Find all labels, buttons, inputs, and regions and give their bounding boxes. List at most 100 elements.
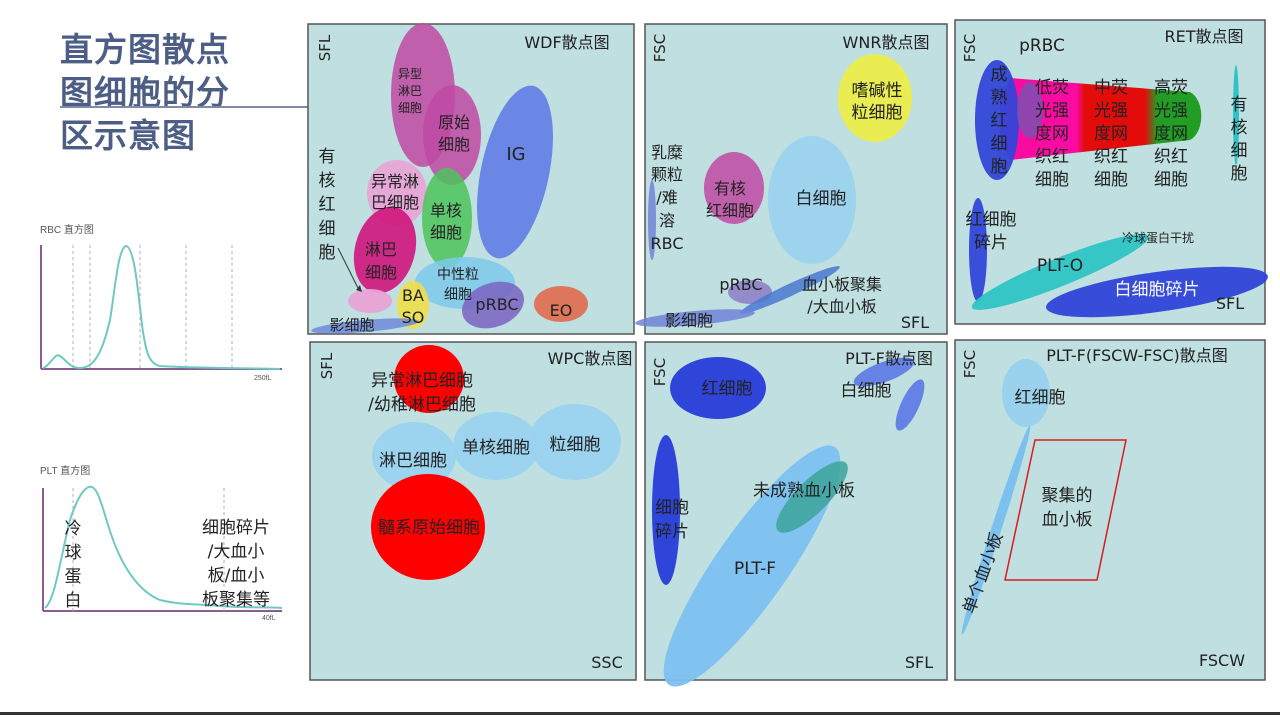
wdf-nrbc-shape: [348, 289, 392, 313]
wpc-lymph-shape: [372, 422, 456, 490]
pltf-shapes: [652, 357, 925, 687]
svg-text:淋巴: 淋巴: [365, 240, 397, 259]
svg-text:/难: /难: [656, 188, 677, 207]
slide-title: 直方图散点图细胞的分区示意图: [60, 30, 230, 155]
svg-text:/大血小: /大血小: [208, 542, 265, 562]
wdf-eo-shape: [534, 286, 588, 322]
svg-text:织红: 织红: [1154, 147, 1188, 167]
svg-text:胞: 胞: [1231, 164, 1248, 184]
svg-text:成: 成: [991, 65, 1008, 85]
svg-text:SO: SO: [402, 308, 425, 327]
wpc-label-lymph: 淋巴细胞: [379, 451, 447, 471]
svg-text:红: 红: [319, 195, 336, 215]
svg-text:织红: 织红: [1094, 147, 1128, 167]
wnr-y-axis: FSC: [651, 34, 669, 62]
wnr-wbc-shape: [768, 136, 856, 264]
svg-text:颗粒: 颗粒: [651, 165, 683, 184]
ret-retic-shape: [1000, 78, 1202, 160]
svg-text:细: 细: [1231, 141, 1248, 161]
svg-text:聚集的: 聚集的: [1042, 486, 1093, 506]
wpc-shapes: [371, 345, 621, 580]
svg-text:巴细胞: 巴细胞: [371, 193, 419, 212]
ret-wbc-frag-shape: [1046, 266, 1268, 318]
svg-text:度网: 度网: [1154, 124, 1188, 144]
pltf-label-wbc: 白细胞: [841, 381, 892, 401]
wdf-mono-shape: [422, 168, 472, 268]
wpc-label-mono: 单核细胞: [462, 438, 530, 458]
wdf-label-mono: 单核细胞: [430, 201, 462, 242]
wdf-label-abnormal-lymph: 异常淋巴细胞: [371, 172, 419, 212]
wdf-baso-shape: [397, 281, 429, 329]
wdf-y-axis: SFL: [316, 34, 334, 61]
wpc-title: WPC散点图: [548, 349, 633, 368]
bottom-rule: [0, 712, 1280, 715]
ret-label-plto: PLT-O: [1037, 256, 1083, 276]
wdf-prbc-shape: [462, 281, 524, 329]
rbc-histogram-curve: [42, 244, 281, 370]
svg-text:红细胞: 红细胞: [966, 210, 1017, 230]
fscw-rbc-shape: [1002, 359, 1050, 427]
svg-text:低荧: 低荧: [1035, 78, 1069, 98]
wpc-label-gran: 粒细胞: [550, 435, 601, 455]
svg-text:板聚集等: 板聚集等: [202, 590, 270, 610]
wnr-shapes: [635, 54, 912, 327]
wdf-shapes: [311, 23, 588, 334]
wnr-label-prbc: pRBC: [719, 275, 762, 294]
svg-text:蛋: 蛋: [65, 567, 82, 587]
pltf-label-debris: 细胞碎片: [655, 498, 689, 542]
svg-text:红: 红: [991, 111, 1008, 131]
svg-text:细胞: 细胞: [365, 263, 397, 282]
wpc-x-axis: SSC: [591, 653, 622, 672]
wdf-ghost-shape: [311, 318, 419, 334]
ret-prbc-shape: [1017, 82, 1043, 138]
svg-text:光强: 光强: [1094, 101, 1128, 121]
ret-label-wbc-frag: 白细胞碎片: [1115, 280, 1200, 300]
wdf-ig-shape: [477, 85, 553, 259]
wdf-label-blast: 原始细胞: [438, 113, 470, 154]
svg-text:BA: BA: [402, 286, 424, 305]
svg-text:有: 有: [319, 147, 336, 167]
svg-text:原始: 原始: [438, 113, 470, 132]
wnr-x-axis: SFL: [901, 313, 929, 332]
svg-text:中荧: 中荧: [1094, 78, 1128, 98]
ret-x-axis: SFL: [1216, 294, 1244, 313]
svg-text:白: 白: [65, 591, 82, 611]
svg-text:细: 细: [991, 134, 1008, 154]
svg-text:球: 球: [65, 543, 82, 563]
svg-text:细胞: 细胞: [1154, 170, 1188, 190]
wnr-label-ghost: 影细胞: [665, 311, 713, 330]
svg-text:冷: 冷: [65, 519, 82, 539]
svg-text:异型: 异型: [398, 67, 422, 81]
wnr-ghost-shape: [635, 309, 755, 327]
plt-histogram-label: PLT 直方图: [40, 464, 90, 477]
svg-text:光强: 光强: [1154, 101, 1188, 121]
wnr-label-wbc: 白细胞: [796, 189, 847, 209]
svg-text:嗜碱性: 嗜碱性: [852, 81, 903, 101]
wpc-labels: WPC散点图 SFL SSC 异常淋巴细胞/幼稚淋巴细胞 淋巴细胞 单核细胞 粒…: [318, 349, 632, 672]
svg-text:碎片: 碎片: [655, 522, 689, 542]
rbc-histogram-label: RBC 直方图: [40, 223, 94, 236]
pltf-title: PLT-F散点图: [845, 349, 933, 368]
svg-text:有: 有: [1231, 95, 1248, 115]
svg-text:熟: 熟: [991, 87, 1008, 108]
svg-text:红细胞: 红细胞: [706, 201, 754, 220]
plt-histogram-curve: [44, 485, 283, 609]
svg-text:溶: 溶: [659, 211, 675, 230]
svg-text:细胞: 细胞: [1094, 170, 1128, 190]
wpc-y-axis: SFL: [318, 352, 336, 379]
pltf-debris-shape: [652, 435, 680, 585]
svg-text:度网: 度网: [1035, 124, 1069, 144]
ret-label-prbc: pRBC: [1019, 36, 1065, 56]
svg-text:异常淋巴细胞: 异常淋巴细胞: [371, 371, 473, 391]
pltf-x-axis: SFL: [905, 653, 933, 672]
